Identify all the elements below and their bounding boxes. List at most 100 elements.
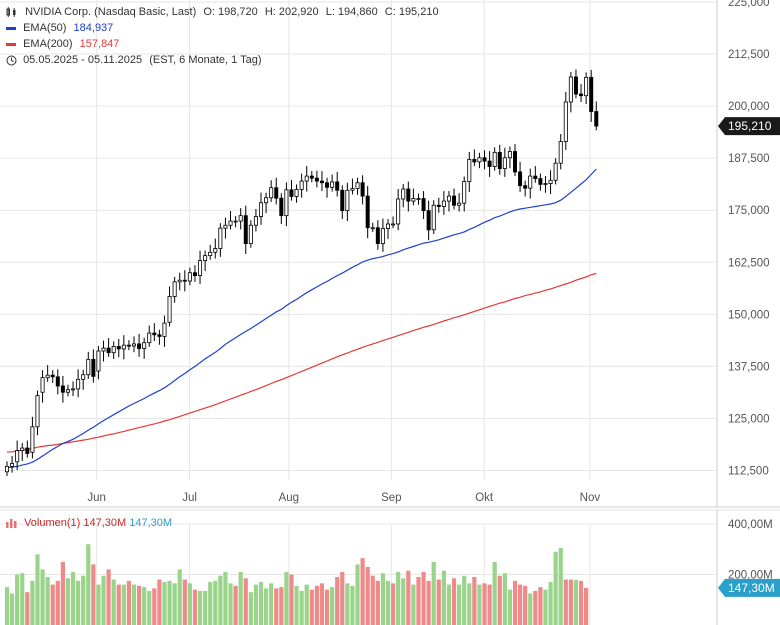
candle[interactable] xyxy=(86,351,91,379)
candle[interactable] xyxy=(91,349,96,383)
candle[interactable] xyxy=(15,440,20,471)
candle[interactable] xyxy=(284,182,289,227)
candle[interactable] xyxy=(126,340,131,351)
candle[interactable] xyxy=(213,238,218,259)
candle[interactable] xyxy=(299,173,304,198)
candle[interactable] xyxy=(198,250,203,284)
candle[interactable] xyxy=(385,218,390,239)
candle[interactable] xyxy=(304,166,309,192)
candle[interactable] xyxy=(553,158,558,185)
candle[interactable] xyxy=(294,184,299,203)
candle[interactable] xyxy=(274,177,279,205)
candle[interactable] xyxy=(142,337,147,359)
candle[interactable] xyxy=(182,270,187,292)
candle[interactable] xyxy=(167,286,172,327)
candle[interactable] xyxy=(497,144,502,175)
candle[interactable] xyxy=(548,170,553,194)
candle[interactable] xyxy=(192,265,197,282)
candle[interactable] xyxy=(502,147,507,177)
candle[interactable] xyxy=(55,369,60,395)
candle[interactable] xyxy=(477,152,482,169)
candle[interactable] xyxy=(30,416,35,459)
candle[interactable] xyxy=(101,340,106,362)
candle[interactable] xyxy=(513,144,518,177)
candle[interactable] xyxy=(35,390,40,436)
candle[interactable] xyxy=(269,180,274,202)
candle[interactable] xyxy=(487,151,492,177)
candle[interactable] xyxy=(441,191,446,215)
candle[interactable] xyxy=(111,341,116,359)
candle[interactable] xyxy=(330,174,335,192)
candle[interactable] xyxy=(431,200,436,234)
candle[interactable] xyxy=(187,267,192,286)
candle[interactable] xyxy=(543,176,548,193)
candle[interactable] xyxy=(340,185,345,219)
candle[interactable] xyxy=(137,333,142,357)
candle[interactable] xyxy=(401,184,406,208)
candle[interactable] xyxy=(208,244,213,260)
candle[interactable] xyxy=(375,220,380,250)
candle[interactable] xyxy=(411,188,416,206)
candle[interactable] xyxy=(472,149,477,167)
candle[interactable] xyxy=(325,177,330,198)
candle[interactable] xyxy=(507,146,512,169)
candle[interactable] xyxy=(289,179,294,201)
candle[interactable] xyxy=(416,193,421,205)
legend-ema200-row[interactable]: EMA(200) 157,847 xyxy=(6,38,123,50)
candle[interactable] xyxy=(131,336,136,353)
candle[interactable] xyxy=(96,346,101,380)
candle[interactable] xyxy=(558,134,563,170)
candle[interactable] xyxy=(5,461,10,476)
candle[interactable] xyxy=(563,91,568,150)
candle[interactable] xyxy=(538,173,543,191)
candle[interactable] xyxy=(106,338,111,357)
candle[interactable] xyxy=(10,455,15,473)
candle[interactable] xyxy=(573,69,578,99)
candle[interactable] xyxy=(203,250,208,272)
candle[interactable] xyxy=(482,150,487,170)
candle[interactable] xyxy=(238,208,243,230)
candle[interactable] xyxy=(533,166,538,183)
candle[interactable] xyxy=(309,171,314,183)
candle[interactable] xyxy=(446,191,451,212)
candle[interactable] xyxy=(391,216,396,229)
candle[interactable] xyxy=(157,329,162,345)
candle[interactable] xyxy=(147,325,152,347)
candle[interactable] xyxy=(152,323,157,342)
candle[interactable] xyxy=(50,370,55,384)
candle[interactable] xyxy=(421,191,426,219)
candle[interactable] xyxy=(121,335,126,360)
candle[interactable] xyxy=(406,181,411,212)
candle[interactable] xyxy=(370,222,375,232)
candle[interactable] xyxy=(314,170,319,188)
candle[interactable] xyxy=(177,272,182,291)
candle[interactable] xyxy=(264,192,269,214)
candle[interactable] xyxy=(228,211,233,230)
candle[interactable] xyxy=(319,171,324,192)
candle[interactable] xyxy=(568,71,573,113)
candle[interactable] xyxy=(594,101,599,131)
legend-ema50-row[interactable]: EMA(50) 184,937 xyxy=(6,22,117,34)
candle[interactable] xyxy=(76,369,81,398)
candle[interactable] xyxy=(345,182,350,222)
candle[interactable] xyxy=(355,177,360,195)
candle[interactable] xyxy=(467,151,472,192)
candle[interactable] xyxy=(579,84,584,102)
candle[interactable] xyxy=(218,223,223,257)
candle[interactable] xyxy=(589,69,594,122)
candle[interactable] xyxy=(365,186,370,239)
candle[interactable] xyxy=(492,147,497,171)
candle[interactable] xyxy=(436,197,441,213)
candle[interactable] xyxy=(172,276,177,303)
candle[interactable] xyxy=(162,315,167,347)
candle[interactable] xyxy=(426,200,431,241)
candle[interactable] xyxy=(71,381,76,396)
candle[interactable] xyxy=(40,370,45,403)
candle[interactable] xyxy=(360,175,365,205)
candle[interactable] xyxy=(528,168,533,199)
candle[interactable] xyxy=(462,176,467,212)
candle[interactable] xyxy=(243,205,248,254)
candle[interactable] xyxy=(116,338,121,358)
candle[interactable] xyxy=(65,384,70,397)
